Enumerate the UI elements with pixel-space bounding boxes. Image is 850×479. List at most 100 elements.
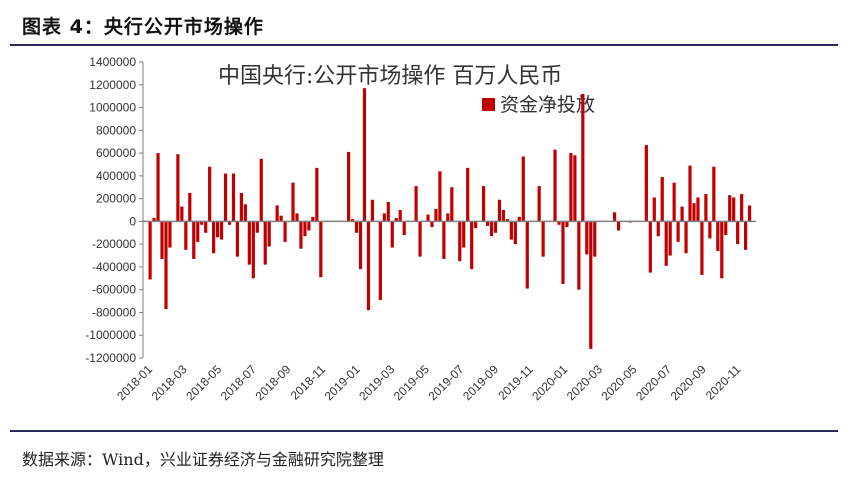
y-tick-label: -1000000	[85, 328, 136, 342]
bar	[656, 221, 660, 237]
bar	[450, 187, 454, 222]
y-tick-label: -1200000	[85, 351, 136, 365]
bar	[660, 176, 664, 222]
x-tick-label: 2019-01	[322, 362, 363, 403]
bar	[148, 221, 152, 280]
bar	[315, 167, 319, 222]
bar	[156, 153, 160, 222]
bar	[458, 221, 462, 262]
bar	[525, 221, 529, 289]
bar	[164, 221, 168, 310]
chart-title: 中国央行:公开市场操作 百万人民币	[218, 64, 562, 89]
bar	[370, 199, 375, 222]
x-tick-label: 2019-09	[460, 362, 501, 403]
y-tick-label: 600000	[96, 146, 136, 160]
bar	[299, 221, 303, 249]
bar	[255, 221, 259, 233]
footer-rule	[10, 430, 838, 432]
bar	[438, 171, 442, 222]
bar	[573, 155, 577, 222]
bar	[366, 221, 371, 311]
x-tick-label: 2020-11	[703, 362, 744, 403]
figure-header: 图表 4：央行公开市场操作	[22, 16, 264, 38]
bar	[208, 166, 212, 222]
bar	[251, 221, 255, 279]
x-tick-label: 2018-07	[218, 362, 259, 403]
bar	[362, 88, 367, 222]
x-tick-label: 2019-05	[391, 362, 432, 403]
bar	[446, 213, 450, 222]
bar	[192, 221, 196, 259]
bar	[470, 221, 474, 270]
bar	[724, 221, 728, 236]
bar	[684, 221, 688, 254]
bar	[231, 173, 236, 222]
bar	[577, 221, 581, 290]
bar	[466, 167, 470, 222]
bar	[279, 215, 283, 222]
bar	[501, 210, 506, 222]
bar	[569, 153, 573, 222]
bar	[720, 221, 724, 279]
bar	[497, 199, 502, 222]
bar	[259, 158, 263, 222]
bar	[704, 194, 708, 222]
bar	[589, 221, 593, 349]
bar	[581, 93, 585, 222]
y-tick-label: 0	[129, 214, 136, 228]
bar	[513, 221, 517, 245]
bar	[585, 221, 589, 255]
bar	[267, 221, 271, 247]
bar	[243, 204, 247, 222]
bar	[382, 213, 386, 222]
y-tick-label: -200000	[92, 237, 136, 251]
bar	[692, 203, 696, 222]
bar	[593, 221, 597, 257]
bar	[728, 195, 732, 222]
bar	[354, 221, 359, 233]
bar	[541, 221, 545, 257]
bar	[223, 173, 228, 222]
bar	[736, 221, 740, 245]
bar	[319, 221, 323, 278]
bar	[740, 194, 744, 222]
bar	[732, 197, 736, 222]
x-tick-label: 2019-11	[495, 362, 536, 403]
bar	[390, 221, 394, 248]
bar	[493, 221, 498, 233]
bar	[347, 151, 351, 222]
bar	[712, 166, 716, 222]
bar	[402, 221, 406, 236]
bar	[311, 216, 315, 222]
bar	[648, 221, 652, 273]
bar	[688, 165, 692, 222]
y-tick-label: -400000	[92, 260, 136, 274]
x-tick-label: 2019-03	[356, 362, 397, 403]
bar	[489, 221, 494, 237]
bar	[644, 145, 648, 222]
x-tick-label: 2020-09	[668, 362, 709, 403]
bar	[303, 221, 307, 237]
bar	[227, 221, 232, 225]
bar	[616, 221, 621, 231]
y-tick-label: 1000000	[89, 101, 136, 115]
y-tick-label: 1200000	[89, 78, 136, 92]
bar	[426, 214, 430, 222]
bar	[418, 221, 422, 257]
bar	[668, 221, 672, 256]
bar	[680, 206, 684, 222]
bar	[215, 221, 220, 238]
y-tick-label: 1400000	[89, 55, 136, 69]
legend-label: 资金净投放	[500, 94, 595, 116]
bar	[219, 221, 224, 240]
bar	[152, 217, 156, 222]
y-tick-label: 200000	[96, 192, 136, 206]
bar	[291, 182, 295, 222]
y-tick-label: -800000	[92, 305, 136, 319]
bar	[263, 221, 267, 265]
bar	[188, 192, 192, 222]
bar	[414, 186, 418, 222]
bar	[612, 212, 617, 222]
bar	[168, 221, 172, 248]
bar	[398, 210, 402, 222]
